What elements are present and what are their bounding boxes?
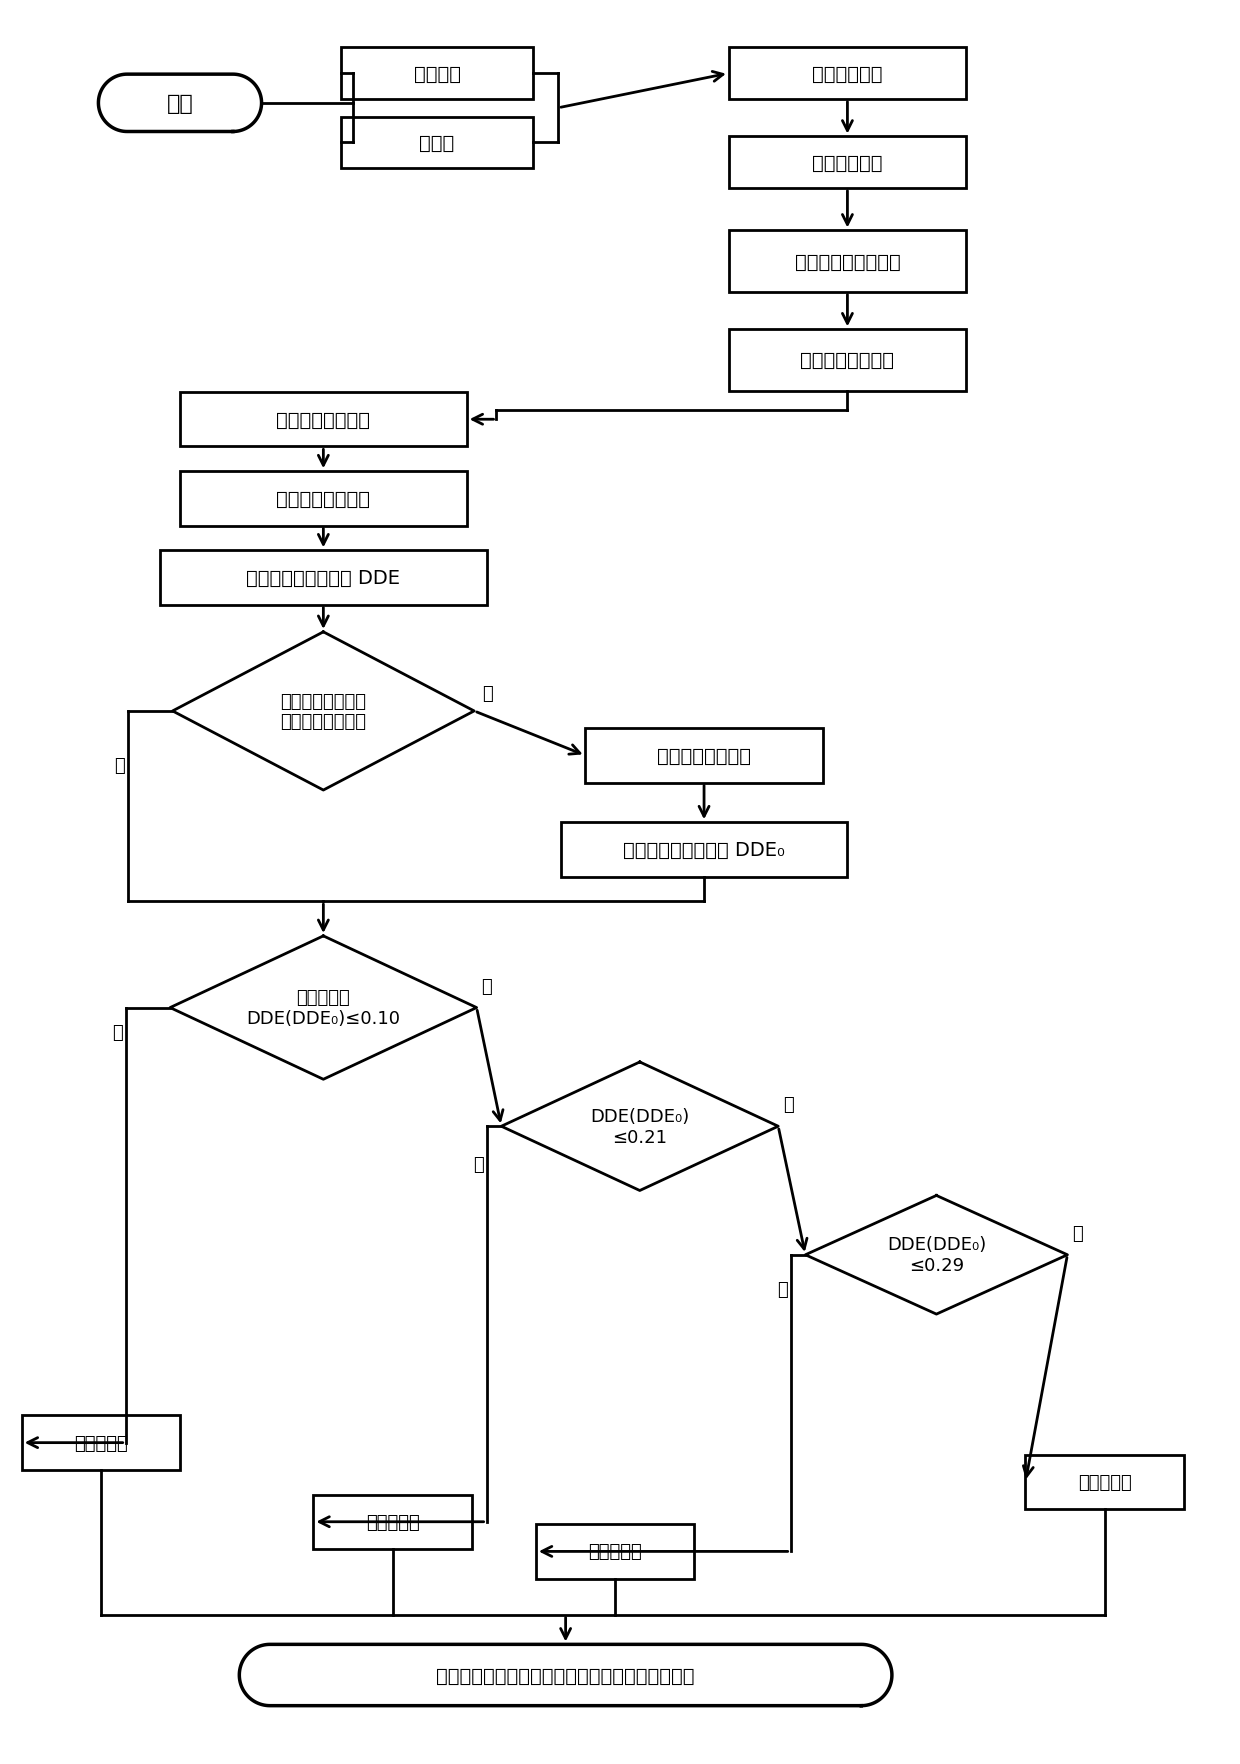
Text: 用户是否提供真实
韧窝最大深度数据: 用户是否提供真实 韧窝最大深度数据 [280, 691, 366, 730]
FancyBboxPatch shape [341, 48, 533, 101]
FancyBboxPatch shape [1025, 1455, 1184, 1510]
FancyBboxPatch shape [729, 138, 966, 189]
Text: 均匀度极高: 均匀度极高 [74, 1434, 128, 1452]
Text: 计算真实深度均匀度 DDE₀: 计算真实深度均匀度 DDE₀ [624, 840, 785, 859]
Text: 待测图像区域标定: 待测图像区域标定 [277, 411, 371, 429]
Text: 韧窝缺失边界修复: 韧窝缺失边界修复 [801, 351, 894, 370]
Text: 均匀度较低: 均匀度较低 [588, 1542, 642, 1561]
FancyBboxPatch shape [180, 473, 466, 526]
Polygon shape [98, 76, 262, 132]
Polygon shape [239, 1644, 892, 1706]
Text: 扫描电镜: 扫描电镜 [414, 65, 460, 83]
FancyBboxPatch shape [180, 393, 466, 448]
Polygon shape [806, 1196, 1068, 1314]
Text: 中值滤波去噪: 中值滤波去噪 [812, 153, 883, 173]
Text: 是: 是 [776, 1281, 787, 1298]
Text: 计算当量深度均匀度 DDE: 计算当量深度均匀度 DDE [247, 568, 401, 587]
FancyBboxPatch shape [729, 48, 966, 101]
FancyBboxPatch shape [560, 822, 847, 877]
Text: 开始: 开始 [166, 93, 193, 113]
Text: DDE(DDE₀)
≤0.29: DDE(DDE₀) ≤0.29 [887, 1235, 986, 1274]
FancyBboxPatch shape [160, 550, 486, 605]
Text: 否: 否 [481, 977, 492, 995]
Text: 均匀度较高: 均匀度较高 [366, 1514, 419, 1531]
Text: 是: 是 [112, 1023, 123, 1043]
Text: 摄像头: 摄像头 [419, 134, 455, 153]
Polygon shape [172, 633, 474, 790]
Text: 局部自适应阈值分割: 局部自适应阈值分割 [795, 252, 900, 272]
Polygon shape [170, 937, 476, 1080]
FancyBboxPatch shape [314, 1494, 471, 1549]
FancyBboxPatch shape [536, 1524, 694, 1579]
Text: 韧窝真实深度换算: 韧窝真实深度换算 [657, 746, 751, 766]
Text: 原始图像导入: 原始图像导入 [812, 65, 883, 83]
FancyBboxPatch shape [729, 330, 966, 392]
FancyBboxPatch shape [729, 231, 966, 293]
FancyBboxPatch shape [22, 1416, 180, 1469]
Text: 是: 是 [482, 684, 492, 702]
Text: 否: 否 [114, 757, 125, 774]
Text: 均匀度极低: 均匀度极低 [1078, 1473, 1131, 1491]
Text: 是: 是 [472, 1155, 484, 1173]
Polygon shape [501, 1062, 779, 1191]
Text: 均匀度分析
DDE(DDE₀)≤0.10: 均匀度分析 DDE(DDE₀)≤0.10 [247, 988, 401, 1027]
FancyBboxPatch shape [341, 118, 533, 169]
Text: 否: 否 [1073, 1224, 1083, 1242]
Text: 韧窝当量深度或真实深度分布及其均匀度结果输出: 韧窝当量深度或真实深度分布及其均匀度结果输出 [436, 1665, 694, 1685]
Text: 否: 否 [784, 1095, 794, 1113]
Text: 韧窝灰度参数提取: 韧窝灰度参数提取 [277, 490, 371, 508]
Text: DDE(DDE₀)
≤0.21: DDE(DDE₀) ≤0.21 [590, 1108, 689, 1147]
FancyBboxPatch shape [585, 729, 822, 783]
